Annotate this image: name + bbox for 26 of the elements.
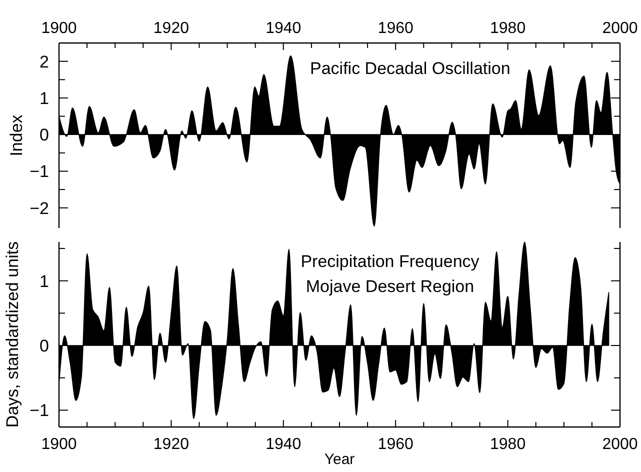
x-tick-label: 1940: [266, 436, 302, 453]
y-tick-label: −1: [30, 401, 49, 420]
y-axis-title: Index: [7, 114, 26, 156]
x-tick-label: 1980: [490, 436, 526, 453]
y-tick-label: 0: [40, 336, 49, 356]
annotation: Pacific Decadal Oscillation: [310, 59, 510, 78]
x-tick-label: 2000: [602, 20, 638, 37]
x-tick-label: 1920: [153, 436, 190, 453]
x-tick-label: 1900: [41, 20, 77, 37]
x-tick-label: 2000: [602, 436, 638, 453]
x-axis-title: Year: [324, 451, 355, 468]
y-axis-title: Days, standardized units: [3, 241, 22, 428]
x-tick-label: 1960: [378, 20, 414, 37]
x-tick-label: 1940: [266, 20, 302, 37]
annotation: Mojave Desert Region: [306, 277, 474, 296]
x-tick-label: 1920: [153, 20, 190, 37]
y-tick-label: 1: [40, 272, 49, 291]
x-tick-label: 1960: [378, 436, 414, 453]
x-tick-label: 1980: [490, 20, 526, 37]
y-tick-label: −2: [30, 198, 49, 218]
y-tick-label: 0: [40, 126, 49, 145]
y-tick-label: 1: [40, 88, 49, 108]
y-tick-label: 2: [40, 52, 49, 72]
x-tick-label: 1900: [41, 436, 77, 453]
annotation: Precipitation Frequency: [300, 252, 480, 271]
y-tick-label: −1: [30, 162, 49, 182]
